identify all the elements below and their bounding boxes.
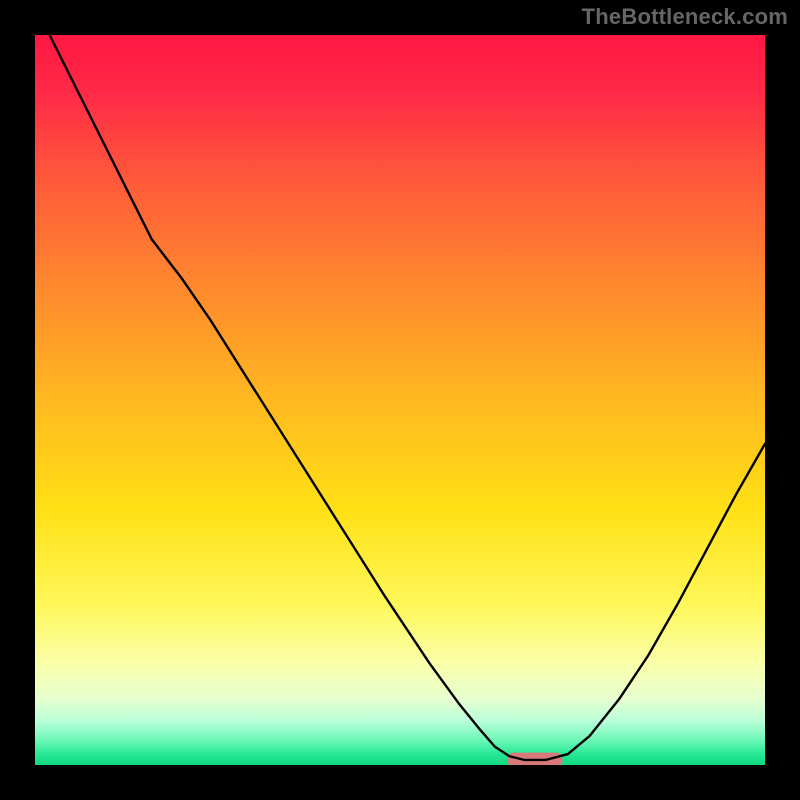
plot-area (35, 35, 765, 765)
chart-svg (35, 35, 765, 765)
gradient-background (35, 35, 765, 765)
watermark-text: TheBottleneck.com (582, 4, 788, 30)
chart-container: TheBottleneck.com (0, 0, 800, 800)
